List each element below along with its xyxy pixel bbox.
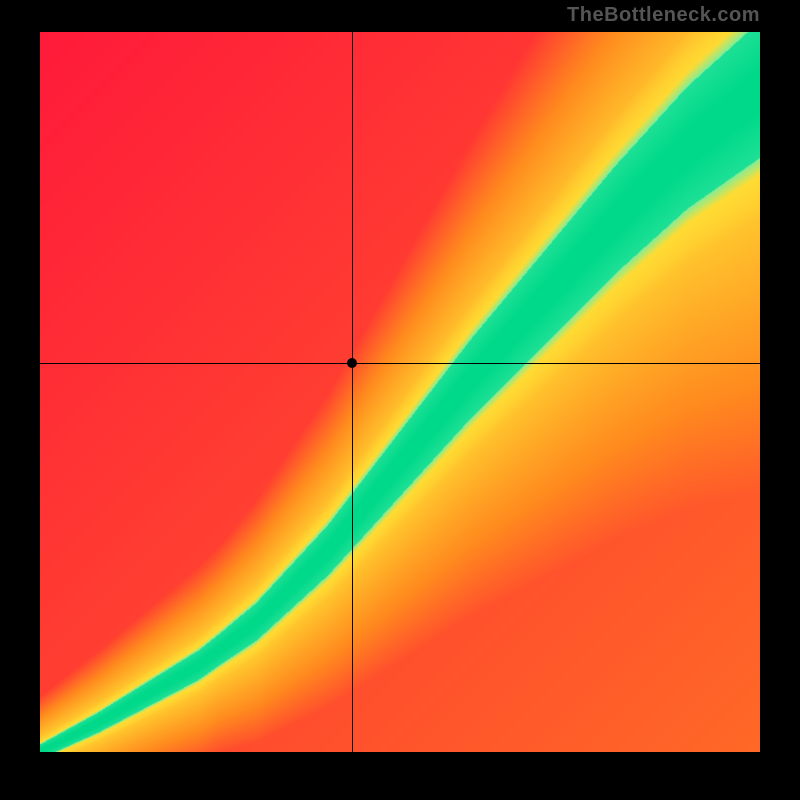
watermark-text: TheBottleneck.com xyxy=(567,4,760,27)
chart-container: TheBottleneck.com xyxy=(0,0,800,800)
marker-dot xyxy=(347,358,357,368)
crosshair-horizontal xyxy=(40,363,760,364)
plot-area xyxy=(40,32,760,752)
crosshair-vertical xyxy=(352,32,353,752)
heatmap-canvas xyxy=(40,32,760,752)
